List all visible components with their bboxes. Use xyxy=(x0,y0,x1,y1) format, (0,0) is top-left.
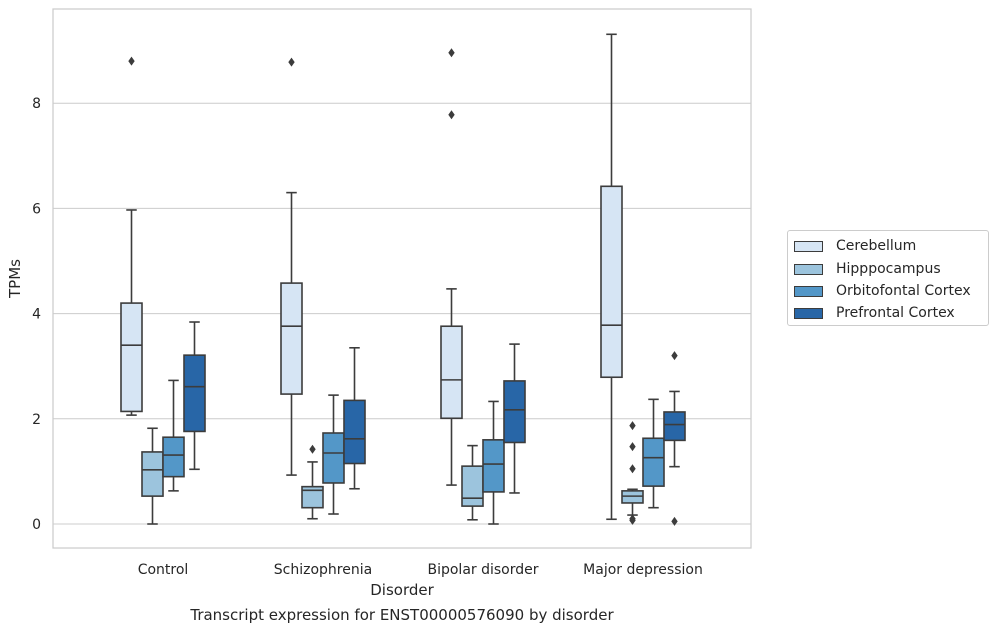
x-tick-label: Control xyxy=(138,562,189,578)
box-prefrontal-cortex-2 xyxy=(503,343,526,494)
box-iqr xyxy=(663,411,686,442)
box-iqr xyxy=(183,354,206,433)
outlier-point xyxy=(671,516,678,526)
outlier-point xyxy=(629,421,636,431)
box-iqr xyxy=(482,439,505,493)
box-iqr xyxy=(280,282,303,395)
box-orbitofontal-cortex-3 xyxy=(642,398,665,509)
outlier-point xyxy=(629,514,636,524)
box-prefrontal-cortex-1 xyxy=(343,346,366,490)
box-hipppocampus-1 xyxy=(301,444,324,520)
chart-caption: Transcript expression for ENST0000057609… xyxy=(190,606,614,624)
legend-item-prefrontal-cortex: Prefrontal Cortex xyxy=(794,303,955,323)
box-hipppocampus-3 xyxy=(621,421,644,525)
box-iqr xyxy=(503,380,526,444)
x-tick-label: Major depression xyxy=(583,562,703,578)
box-iqr xyxy=(642,437,665,487)
box-hipppocampus-0 xyxy=(141,427,164,525)
plot-frame xyxy=(52,8,752,549)
box-iqr xyxy=(301,485,324,509)
box-cerebellum-0 xyxy=(120,56,143,416)
box-hipppocampus-2 xyxy=(461,444,484,521)
box-iqr xyxy=(322,432,345,484)
box-cerebellum-1 xyxy=(280,57,303,476)
box-prefrontal-cortex-3 xyxy=(663,351,686,526)
legend-swatch-orbitofrontal-cortex xyxy=(794,285,823,297)
box-cerebellum-2 xyxy=(440,48,463,486)
outlier-point xyxy=(629,442,636,452)
outlier-point xyxy=(448,48,455,58)
box-orbitofontal-cortex-1 xyxy=(322,394,345,515)
legend-label: Prefrontal Cortex xyxy=(836,305,955,321)
outlier-point xyxy=(448,110,455,120)
outlier-point xyxy=(629,464,636,474)
x-axis-label: Disorder xyxy=(370,581,434,599)
box-iqr xyxy=(141,451,164,497)
box-iqr xyxy=(440,325,463,420)
y-tick-label: 8 xyxy=(32,96,41,112)
y-tick-label: 4 xyxy=(32,307,41,323)
box-iqr xyxy=(461,465,484,507)
box-prefrontal-cortex-0 xyxy=(183,321,206,471)
legend-item-orbitofrontal-cortex: Orbitofontal Cortex xyxy=(794,281,971,301)
box-orbitofontal-cortex-0 xyxy=(162,379,185,492)
legend-item-hippocampus: Hipppocampus xyxy=(794,259,941,279)
legend-label: Hipppocampus xyxy=(836,261,941,277)
y-tick-label: 2 xyxy=(32,412,41,428)
legend-label: Orbitofontal Cortex xyxy=(836,283,971,299)
outlier-point xyxy=(128,56,135,66)
legend-label: Cerebellum xyxy=(836,238,917,254)
legend-swatch-hippocampus xyxy=(794,263,823,275)
legend-item-cerebellum: Cerebellum xyxy=(794,236,916,256)
x-tick-label: Bipolar disorder xyxy=(427,562,538,578)
legend: Cerebellum Hipppocampus Orbitofontal Cor… xyxy=(787,230,989,326)
outlier-point xyxy=(288,57,295,67)
box-iqr xyxy=(162,436,185,478)
y-axis-label: TPMs xyxy=(6,259,24,299)
x-tick-label: Schizophrenia xyxy=(274,562,372,578)
legend-swatch-prefrontal-cortex xyxy=(794,307,823,319)
outlier-point xyxy=(309,444,316,454)
y-tick-label: 6 xyxy=(32,201,41,217)
outlier-point xyxy=(671,351,678,361)
legend-swatch-cerebellum xyxy=(794,240,823,252)
box-cerebellum-3 xyxy=(600,33,623,521)
box-orbitofontal-cortex-2 xyxy=(482,400,505,525)
box-iqr xyxy=(120,302,143,413)
y-tick-label: 0 xyxy=(32,517,41,533)
box-iqr xyxy=(343,399,366,465)
box-iqr xyxy=(600,185,623,379)
